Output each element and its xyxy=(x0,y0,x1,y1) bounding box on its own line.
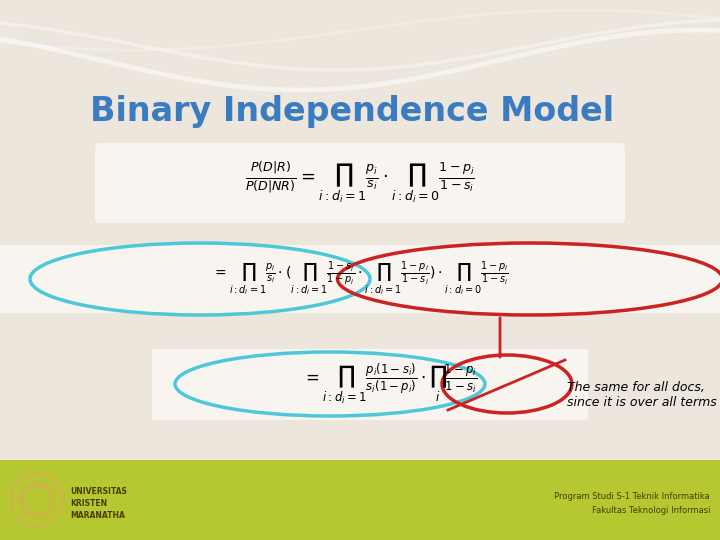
Circle shape xyxy=(25,488,49,512)
Text: $=\prod_{i:d_i=1} \frac{p_i(1-s_i)}{s_i(1-p_i)} \cdot \prod_{i} \frac{1-p_i}{1-s: $=\prod_{i:d_i=1} \frac{p_i(1-s_i)}{s_i(… xyxy=(302,362,477,406)
Text: $\frac{P(D|R)}{P(D|NR)} = \prod_{i:d_i=1} \frac{p_i}{s_i} \cdot \prod_{i:d_i=0} : $\frac{P(D|R)}{P(D|NR)} = \prod_{i:d_i=1… xyxy=(245,160,475,206)
FancyBboxPatch shape xyxy=(0,245,720,313)
Text: Program Studi S-1 Teknik Informatika: Program Studi S-1 Teknik Informatika xyxy=(554,492,710,501)
Bar xyxy=(0,460,720,540)
FancyBboxPatch shape xyxy=(95,143,625,223)
Text: Fakultas Teknologi Informasi: Fakultas Teknologi Informasi xyxy=(592,506,710,515)
Text: Binary Independence Model: Binary Independence Model xyxy=(90,95,614,128)
Text: KRISTEN: KRISTEN xyxy=(70,499,107,508)
Text: MARANATHA: MARANATHA xyxy=(70,511,125,520)
Text: The same for all docs,
since it is over all terms: The same for all docs, since it is over … xyxy=(567,381,716,409)
Text: $=\prod_{i:d_i=1} \frac{p_i}{s_i} \cdot (\prod_{i:d_i=1} \frac{1-s_i}{1-p_i} \cd: $=\prod_{i:d_i=1} \frac{p_i}{s_i} \cdot … xyxy=(212,260,508,299)
FancyBboxPatch shape xyxy=(152,349,588,420)
Text: UNIVERSITAS: UNIVERSITAS xyxy=(70,487,127,496)
Circle shape xyxy=(10,473,64,527)
Circle shape xyxy=(14,477,60,523)
Circle shape xyxy=(19,482,55,518)
